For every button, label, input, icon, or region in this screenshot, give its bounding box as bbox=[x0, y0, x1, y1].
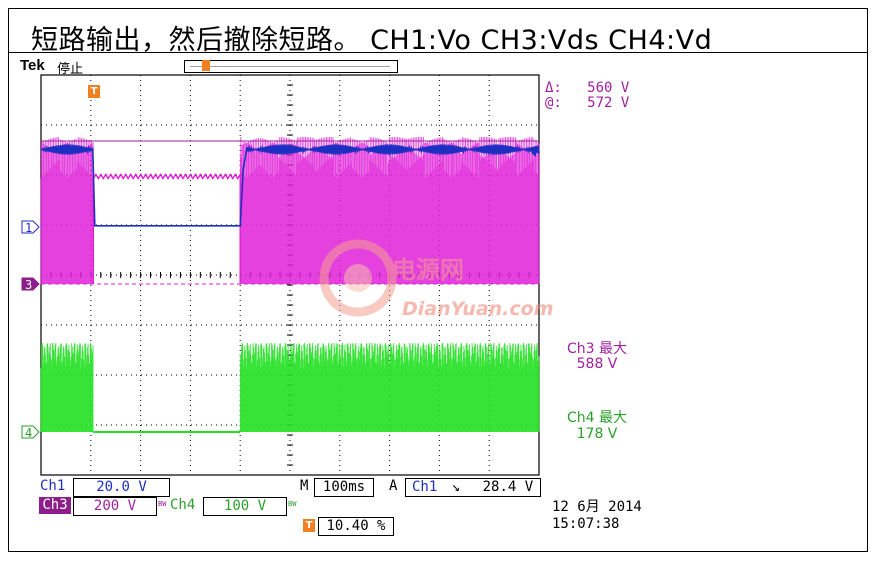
ch3-scale: 200 V bbox=[73, 497, 157, 516]
ch1-scale: 20.0 V bbox=[73, 478, 170, 497]
cursor-at-readout: @: 572 V bbox=[545, 95, 630, 111]
time-readout: 15:07:38 bbox=[552, 516, 620, 532]
ch1-ground-marker-label: 1 bbox=[25, 221, 32, 235]
ch3-max-label: Ch3 最大 bbox=[566, 341, 627, 357]
trigger-level-arrow bbox=[531, 149, 536, 157]
ch3-ground-marker-label: 3 bbox=[25, 278, 32, 292]
trigger-slope-icon: ↘ bbox=[451, 479, 461, 495]
ch1-name: Ch1 bbox=[40, 478, 66, 494]
record-position-marker bbox=[202, 60, 210, 71]
brand-logo: Tek bbox=[20, 57, 45, 74]
date-readout: 12 6月 2014 bbox=[552, 499, 642, 515]
ch3-trace bbox=[40, 137, 540, 284]
trigger-position: 10.40 % bbox=[318, 517, 394, 536]
trigger-mode: A bbox=[389, 478, 398, 494]
caption-box: 短路输出，然后撤除短路。 CH1:Vo CH3:Vds CH4:Vd bbox=[8, 8, 868, 56]
ch3-short-trace bbox=[92, 172, 241, 285]
record-bar-line bbox=[190, 66, 390, 67]
ch3-ground-marker-shape bbox=[21, 277, 40, 291]
acquisition-state: 停止 bbox=[57, 62, 84, 77]
trigger-box: Ch1 ↘ 28.4 V bbox=[405, 478, 541, 497]
ch4-max-label: Ch4 最大 bbox=[566, 410, 627, 426]
ch1-ground-marker-shape bbox=[21, 220, 40, 234]
ch1-trace bbox=[40, 144, 540, 227]
ch4-ground-marker-label: 4 bbox=[25, 426, 32, 440]
ch3-bw-mark: BW bbox=[158, 500, 167, 508]
ch4-name: Ch4 bbox=[170, 497, 196, 513]
ch3-max-value: 588 V bbox=[576, 356, 618, 372]
timebase-prefix: M bbox=[300, 478, 309, 494]
watermark-logo: 电源网 bbox=[392, 256, 464, 284]
watermark-text: DianYuan.com bbox=[402, 298, 554, 320]
ch3-name: Ch3 bbox=[39, 497, 71, 514]
trigger-position-icon: T bbox=[303, 519, 315, 532]
channel-markers: 1 3 4 bbox=[21, 149, 536, 440]
ch4-trace bbox=[40, 343, 540, 432]
figure-caption: 短路输出，然后撤除短路。 CH1:Vo CH3:Vds CH4:Vd bbox=[31, 25, 713, 56]
watermark: 电源网 DianYuan.com bbox=[319, 239, 554, 320]
ch4-bw-mark: BW bbox=[288, 500, 297, 508]
timebase-value: 100ms bbox=[314, 478, 374, 497]
trigger-source: Ch1 bbox=[412, 479, 438, 495]
watermark-core bbox=[344, 264, 372, 292]
ch4-scale: 100 V bbox=[203, 497, 287, 516]
scope-frame bbox=[8, 52, 868, 552]
cursor-delta-readout: Δ: 560 V bbox=[545, 80, 630, 96]
ch4-max-value: 178 V bbox=[576, 426, 618, 442]
ch4-ground-marker-shape bbox=[21, 425, 40, 439]
waveform-traces bbox=[40, 137, 540, 433]
watermark-ring bbox=[319, 239, 397, 317]
trigger-position-marker: T bbox=[88, 85, 100, 98]
trigger-level: 28.4 V bbox=[482, 479, 534, 495]
